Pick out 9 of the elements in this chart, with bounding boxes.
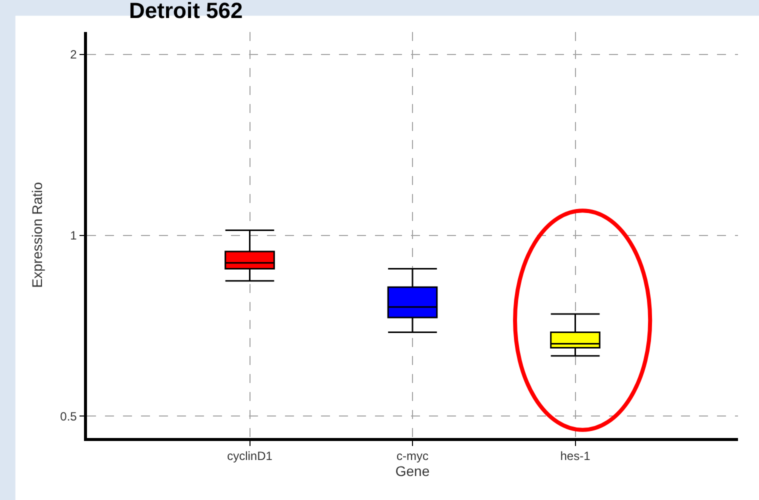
x-axis-title: Gene: [395, 463, 430, 480]
x-tick-label: hes-1: [560, 449, 591, 464]
chart-title: Detroit 562: [129, 0, 243, 23]
y-axis-title: Expression Ratio: [28, 182, 45, 288]
x-tick-label: c-myc: [396, 449, 428, 464]
y-tick-label: 2: [70, 48, 78, 62]
y-tick-label: 0.5: [60, 409, 78, 424]
x-tick-label: cyclinD1: [227, 449, 273, 464]
y-tick-label: 1: [70, 228, 78, 243]
